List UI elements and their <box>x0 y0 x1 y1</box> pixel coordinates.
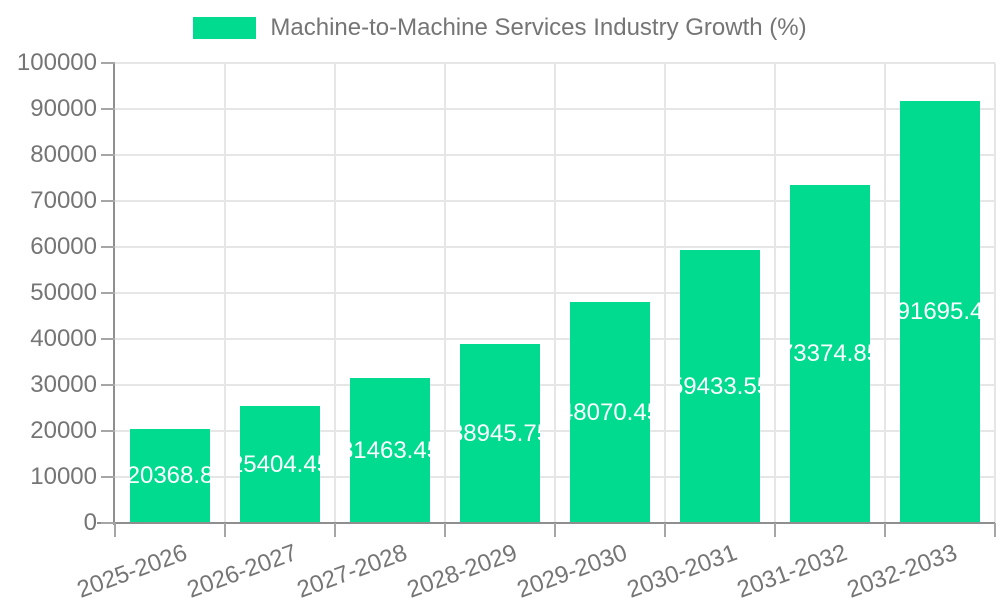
x-axis-tick <box>114 523 116 537</box>
v-gridline <box>334 63 336 523</box>
bar-value-label: 25404.45 <box>240 450 320 478</box>
bar[interactable]: 38945.75 <box>460 344 540 523</box>
y-axis-tick <box>101 384 115 386</box>
y-axis-tick-label: 70000 <box>30 187 97 214</box>
bar[interactable]: 73374.85 <box>790 185 870 523</box>
x-axis-tick <box>334 523 336 537</box>
x-axis-tick-label: 2027-2028 <box>293 539 411 600</box>
bar-value-label: 59433.55 <box>680 372 760 400</box>
x-axis-tick-label: 2028-2029 <box>403 539 521 600</box>
chart-legend: Machine-to-Machine Services Industry Gro… <box>0 14 1000 42</box>
x-axis-tick <box>224 523 226 537</box>
bar-value-label: 31463.45 <box>350 436 430 464</box>
y-axis-tick-label: 100000 <box>16 49 97 76</box>
legend-swatch-icon <box>193 17 257 39</box>
y-axis-tick <box>101 522 115 524</box>
x-axis-tick <box>444 523 446 537</box>
x-axis-line <box>97 522 995 524</box>
bar-value-label: 91695.4 <box>900 298 980 325</box>
y-axis-tick <box>101 476 115 478</box>
x-axis-tick <box>664 523 666 537</box>
x-axis-tick-label: 2026-2027 <box>183 539 301 600</box>
bar[interactable]: 25404.45 <box>240 406 320 523</box>
y-axis-tick <box>101 246 115 248</box>
bar-value-label: 38945.75 <box>460 419 540 447</box>
y-axis-tick-label: 30000 <box>30 371 97 398</box>
v-gridline <box>664 63 666 523</box>
y-axis-tick-label: 80000 <box>30 141 97 168</box>
bar[interactable]: 20368.8 <box>130 429 210 523</box>
y-axis-tick-label: 50000 <box>30 279 97 306</box>
bar[interactable]: 91695.4 <box>900 101 980 523</box>
plot-area: 20368.8 25404.45 31463.45 38945.75 48070.45 5… <box>115 62 996 523</box>
y-axis-tick-label: 10000 <box>30 463 97 490</box>
bar[interactable]: 48070.45 <box>570 302 650 523</box>
x-axis-tick-label: 2031-2032 <box>733 539 851 600</box>
v-gridline <box>774 63 776 523</box>
y-axis-tick-label: 20000 <box>30 417 97 444</box>
x-axis-tick <box>884 523 886 537</box>
y-axis-tick <box>101 430 115 432</box>
bar-value-label: 73374.85 <box>790 340 870 367</box>
y-axis-tick <box>101 154 115 156</box>
x-axis-tick-label: 2030-2031 <box>623 539 741 600</box>
v-gridline <box>994 63 996 523</box>
y-axis-tick-label: 40000 <box>30 325 97 352</box>
v-gridline <box>444 63 446 523</box>
bar[interactable]: 31463.45 <box>350 378 430 523</box>
x-axis-tick <box>994 523 996 537</box>
y-axis-tick-label: 90000 <box>30 95 97 122</box>
y-axis-tick <box>101 108 115 110</box>
x-axis-tick-label: 2029-2030 <box>513 539 631 600</box>
y-axis-tick <box>101 338 115 340</box>
bar-value-label: 20368.8 <box>130 462 210 489</box>
y-axis-tick <box>101 200 115 202</box>
x-axis-tick <box>774 523 776 537</box>
x-axis-tick-label: 2032-2033 <box>843 539 961 600</box>
y-axis-tick-label: 60000 <box>30 233 97 260</box>
y-axis-tick <box>101 292 115 294</box>
x-axis-tick-label: 2025-2026 <box>73 539 191 600</box>
v-gridline <box>884 63 886 523</box>
bar-value-label: 48070.45 <box>570 398 650 426</box>
bar[interactable]: 59433.55 <box>680 250 760 523</box>
v-gridline <box>224 63 226 523</box>
legend-label: Machine-to-Machine Services Industry Gro… <box>270 14 807 41</box>
v-gridline <box>554 63 556 523</box>
y-axis-tick-label: 0 <box>83 509 97 536</box>
y-axis-line <box>113 63 115 525</box>
y-axis-tick <box>101 62 115 64</box>
x-axis-tick <box>554 523 556 537</box>
legend-item[interactable]: Machine-to-Machine Services Industry Gro… <box>193 14 807 42</box>
